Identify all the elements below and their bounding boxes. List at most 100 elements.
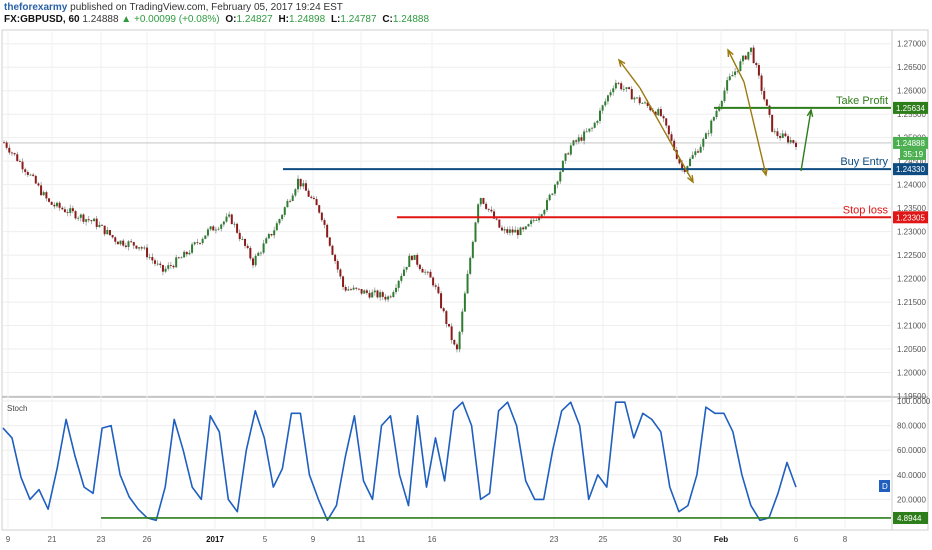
- time-axis[interactable]: 9 21 23 26 2017 5 9 11 16 23 25 30 Feb 6 8: [6, 535, 848, 544]
- candle-body: [188, 252, 191, 255]
- candle-body: [490, 209, 493, 212]
- candle-body: [395, 287, 398, 293]
- candle-body: [485, 203, 488, 209]
- time-tick-label: 21: [48, 535, 57, 544]
- candle-body: [712, 117, 715, 121]
- candle-body: [530, 220, 533, 225]
- stoch-title: Stoch: [7, 404, 27, 413]
- candle-body: [66, 212, 69, 213]
- candle-body: [535, 220, 538, 221]
- candle-body: [132, 242, 135, 246]
- candle-body: [233, 223, 236, 225]
- stoch-level-label: 4.8944: [897, 514, 922, 523]
- candle-body: [715, 110, 718, 118]
- swing-arrow-up-2: [727, 49, 745, 83]
- target-arrow: [800, 109, 812, 172]
- candle-body: [604, 101, 607, 106]
- candle-body: [577, 137, 580, 142]
- candle-body: [196, 242, 199, 244]
- candle-body: [381, 292, 384, 297]
- candle-body: [508, 229, 511, 233]
- candle-body: [450, 326, 453, 340]
- price-change: +0.00099 (+0.08%): [133, 14, 220, 25]
- stoch-axis[interactable]: 100.0000 80.0000 60.0000 40.0000 20.0000 4.89…: [879, 397, 931, 524]
- candle-body: [630, 89, 633, 100]
- candle-body: [773, 131, 776, 133]
- stoch-d-marker[interactable]: [879, 480, 890, 492]
- candle-body: [720, 101, 723, 107]
- candle-body: [400, 275, 403, 281]
- candle-body: [55, 202, 58, 207]
- candle-body: [318, 205, 321, 213]
- stoch-pane: [2, 400, 891, 522]
- candle-body: [795, 142, 797, 147]
- candle-body: [71, 208, 74, 212]
- candle-body: [516, 229, 519, 236]
- price-tick-label: 1.20000: [897, 369, 926, 378]
- price-tick-label: 1.24500: [897, 157, 926, 166]
- price-tick-label: 1.22000: [897, 275, 926, 284]
- candle-body: [418, 264, 421, 269]
- time-tick-label: 9: [311, 535, 316, 544]
- candle-body: [357, 288, 360, 290]
- candle-body: [185, 251, 188, 255]
- publish-line: theforexarmy published on TradingView.co…: [4, 2, 904, 14]
- candle-body: [368, 292, 371, 298]
- swing-arrow-up-1-head: [617, 58, 626, 67]
- candle-body: [153, 260, 156, 264]
- symbol-label[interactable]: FX:GBPUSD, 60: [4, 14, 80, 25]
- candle-body: [755, 63, 758, 66]
- published-text: published on TradingView.com, February 0…: [70, 2, 343, 13]
- candle-body: [617, 82, 620, 84]
- swing-arrow-down-1-head: [687, 174, 694, 184]
- candle-body: [641, 103, 644, 104]
- swing-arrow-down-1: [639, 87, 694, 183]
- candle-body: [670, 134, 673, 141]
- stoch-line: [2, 401, 797, 522]
- stoch-tick-label: 80.0000: [897, 422, 926, 431]
- publisher-name[interactable]: theforexarmy: [4, 2, 68, 13]
- time-tick-label: 5: [263, 535, 268, 544]
- candle-body: [254, 255, 257, 266]
- candle-body: [699, 146, 702, 153]
- candle-body: [259, 252, 262, 254]
- price-axis[interactable]: 1.270001.265001.260001.255001.250001.245…: [893, 40, 928, 401]
- candle-body: [183, 251, 186, 258]
- candle-body: [63, 209, 66, 213]
- time-tick-label: 26: [143, 535, 152, 544]
- candle-body: [429, 271, 432, 278]
- candle-body: [564, 153, 567, 161]
- candle-body: [548, 194, 551, 201]
- current-price-label: 1.24888: [896, 139, 925, 148]
- candle-body: [119, 240, 122, 245]
- candle-body: [199, 242, 202, 244]
- candle-body: [111, 235, 114, 238]
- candle-body: [249, 247, 252, 259]
- candle-body: [69, 208, 72, 213]
- price-tick-label: 1.26500: [897, 63, 926, 72]
- candle-body: [26, 171, 29, 175]
- candle-body: [122, 240, 125, 246]
- candle-body: [776, 131, 779, 137]
- price-tick-label: 1.27000: [897, 40, 926, 49]
- candle-body: [424, 271, 427, 273]
- level-tag: [893, 163, 928, 176]
- candle-body: [220, 224, 223, 229]
- candle-body: [206, 229, 209, 236]
- candle-body: [659, 109, 662, 117]
- candle-body: [662, 116, 665, 119]
- target-arrow-head: [806, 108, 814, 117]
- price-tick-label: 1.20500: [897, 345, 926, 354]
- candle-body: [654, 111, 657, 116]
- level-price-label: 1.24330: [896, 165, 925, 174]
- candle-body: [246, 245, 249, 248]
- candle-body: [384, 296, 387, 300]
- candle-body: [3, 142, 5, 144]
- candle-body: [527, 224, 530, 227]
- candle-series: [3, 45, 797, 353]
- level-tag: [893, 101, 928, 114]
- candle-body: [289, 200, 292, 202]
- candle-body: [98, 224, 101, 227]
- price-tick-label: 1.22500: [897, 251, 926, 260]
